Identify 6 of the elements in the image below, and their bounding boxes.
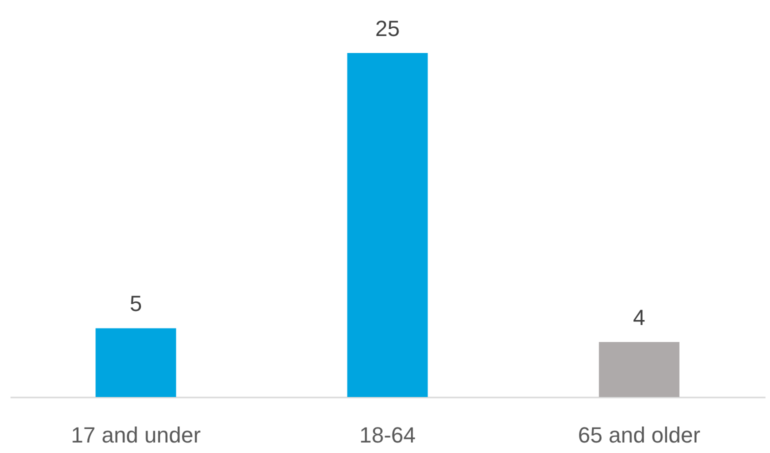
x-tick-label: 18-64 <box>359 422 416 448</box>
data-label: 5 <box>130 291 142 316</box>
data-label: 4 <box>633 304 646 330</box>
data-label: 25 <box>375 16 400 41</box>
x-tick-label: 17 and under <box>70 422 201 448</box>
x-tick-label: 65 and older <box>578 422 700 448</box>
